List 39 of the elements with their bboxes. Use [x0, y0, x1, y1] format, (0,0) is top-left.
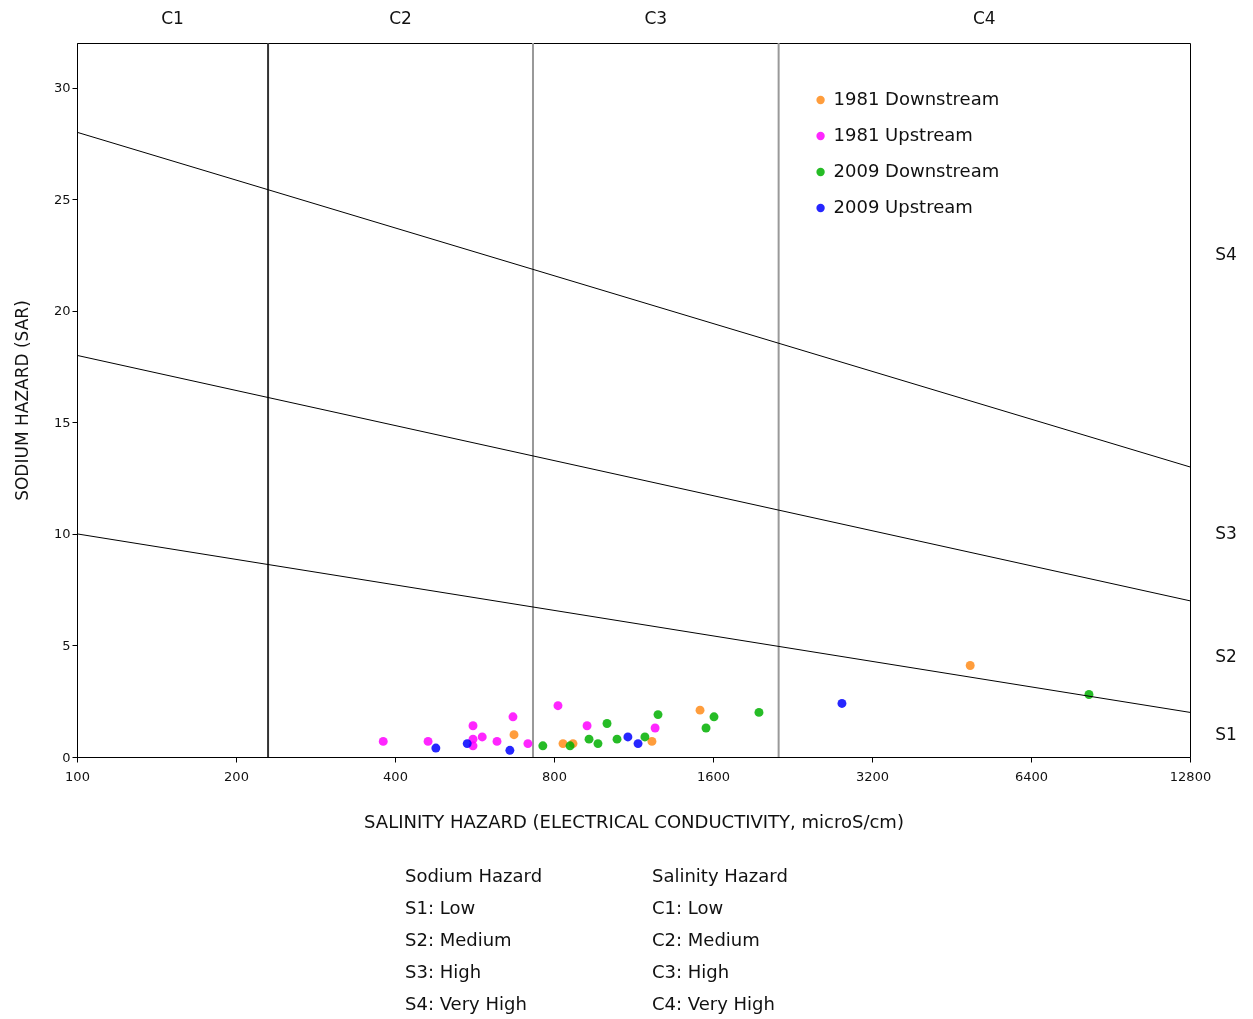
- legend-label: 1981 Downstream: [833, 88, 1000, 109]
- text: S3: High: [405, 960, 483, 984]
- text: C2: Medium: [652, 928, 761, 952]
- x-tick-label: 200: [224, 768, 249, 784]
- x-tick-label: 3200: [855, 768, 890, 784]
- y-tick-label: 20: [53, 303, 71, 319]
- legend-label: 2009 Downstream: [833, 160, 1000, 181]
- y-tick-label: 15: [53, 414, 71, 430]
- text: C3: High: [652, 960, 731, 984]
- text: S2: Medium: [405, 928, 513, 952]
- legend-label: 1981 Upstream: [833, 124, 973, 145]
- text: C2: [389, 8, 412, 28]
- y-tick-label: 10: [53, 526, 71, 542]
- x-tick-label: 12800: [1169, 768, 1212, 784]
- text: S1: Low: [405, 896, 477, 920]
- text: S1: [1215, 723, 1237, 744]
- text: C4: [972, 8, 996, 28]
- text: Salinity Hazard: [652, 864, 789, 888]
- y-tick-label: 5: [62, 637, 71, 653]
- text: S4: Very High: [405, 992, 528, 1016]
- text: C1: [161, 8, 184, 28]
- y-tick-label: 25: [53, 191, 71, 207]
- y-tick-label: 0: [62, 749, 71, 765]
- text: S4: [1215, 243, 1237, 264]
- text: S2: [1215, 645, 1237, 666]
- text: C3: [644, 8, 668, 28]
- text: C4: Very High: [652, 992, 776, 1016]
- x-tick-label: 100: [65, 768, 90, 784]
- text: C1: Low: [652, 896, 725, 920]
- y-tick-label: 30: [53, 80, 71, 96]
- x-tick-label: 6400: [1014, 768, 1049, 784]
- legend-label: 2009 Upstream: [833, 196, 973, 217]
- x-tick-label: 800: [542, 768, 567, 784]
- y-axis-title: SODIUM HAZARD (SAR): [11, 300, 32, 501]
- text: Sodium Hazard: [405, 864, 544, 888]
- x-axis-title: SALINITY HAZARD (ELECTRICAL CONDUCTIVITY, microS/cm): [364, 810, 904, 832]
- x-tick-label: 400: [383, 768, 408, 784]
- text: S3: [1215, 522, 1237, 543]
- x-tick-label: 1600: [696, 768, 731, 784]
